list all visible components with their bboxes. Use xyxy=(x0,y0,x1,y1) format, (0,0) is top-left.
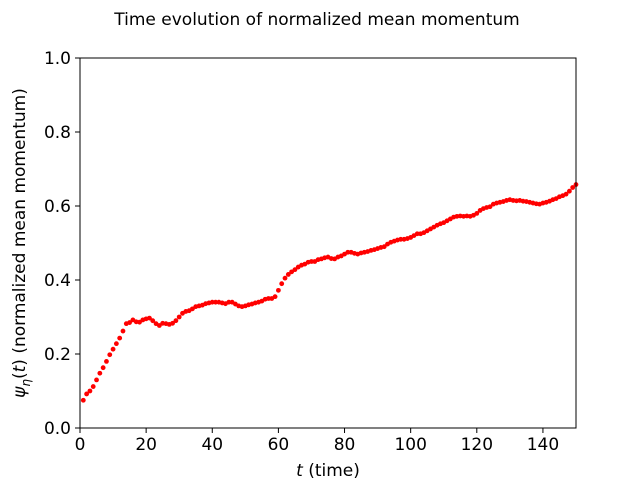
data-point xyxy=(94,377,99,383)
data-point xyxy=(170,320,175,326)
data-point xyxy=(110,346,116,352)
x-tick-label: 0 xyxy=(75,435,86,455)
y-axis-label-open-paren: ( xyxy=(10,372,30,379)
y-tick-label: 0.0 xyxy=(44,419,71,439)
data-point xyxy=(226,299,232,305)
y-axis-label: ψη(t) (normalized mean momentum) xyxy=(10,88,33,398)
data-point xyxy=(566,188,572,194)
data-point xyxy=(213,299,218,305)
data-point xyxy=(474,211,480,216)
data-point xyxy=(570,185,576,190)
data-point xyxy=(173,318,179,324)
x-axis-label-text: (time) xyxy=(303,461,360,480)
data-point xyxy=(209,299,215,305)
data-point xyxy=(282,275,288,281)
y-tick-label: 1.0 xyxy=(44,49,71,69)
data-point xyxy=(84,391,90,397)
x-tick-label: 100 xyxy=(394,435,426,455)
y-axis: 0.0 0.2 0.4 0.6 0.8 1.0 xyxy=(44,49,80,439)
data-point xyxy=(90,384,96,389)
x-tick-label: 60 xyxy=(268,435,290,455)
data-point xyxy=(276,287,281,293)
data-point xyxy=(113,341,119,347)
data-point xyxy=(100,365,106,371)
data-point xyxy=(292,267,298,273)
data-point xyxy=(147,315,152,321)
data-point xyxy=(563,191,569,197)
data-point xyxy=(381,244,387,250)
data-point xyxy=(87,388,93,394)
data-point xyxy=(266,296,271,301)
data-point xyxy=(272,294,278,300)
data-point xyxy=(104,359,109,364)
y-tick-label: 0.4 xyxy=(44,271,71,291)
data-point xyxy=(120,328,126,334)
data-point xyxy=(487,204,493,210)
y-axis-label-argument: t xyxy=(10,364,30,372)
data-point xyxy=(117,335,123,341)
x-axis-label-variable: t xyxy=(296,461,304,480)
y-tick-label: 0.2 xyxy=(44,345,71,365)
y-axis-label-symbol: ψ xyxy=(10,386,30,398)
data-point xyxy=(127,320,132,325)
data-point xyxy=(80,397,86,403)
data-points xyxy=(80,182,579,403)
y-axis-label-subscript: η xyxy=(19,379,33,387)
data-point xyxy=(309,259,314,264)
data-point xyxy=(107,352,113,358)
y-tick-label: 0.6 xyxy=(44,197,71,217)
data-point xyxy=(97,370,103,376)
plot-frame xyxy=(79,57,577,429)
x-tick-label: 40 xyxy=(201,435,223,455)
x-tick-label: 140 xyxy=(527,435,559,455)
x-tick-label: 120 xyxy=(461,435,493,455)
data-point xyxy=(285,272,291,277)
data-point xyxy=(345,249,351,255)
y-axis-label-text: ) (normalized mean momentum) xyxy=(10,88,30,366)
x-axis: 0 20 40 60 80 100 120 140 xyxy=(75,428,559,455)
data-point xyxy=(279,281,285,287)
data-point xyxy=(150,318,156,324)
x-tick-label: 20 xyxy=(135,435,157,455)
x-tick-label: 80 xyxy=(334,435,356,455)
chart-title: Time evolution of normalized mean moment… xyxy=(113,10,519,30)
y-tick-label: 0.8 xyxy=(44,123,71,143)
data-point xyxy=(398,236,404,242)
data-point xyxy=(414,231,420,237)
x-axis-label: t (time) xyxy=(296,461,360,480)
data-point xyxy=(176,314,182,320)
